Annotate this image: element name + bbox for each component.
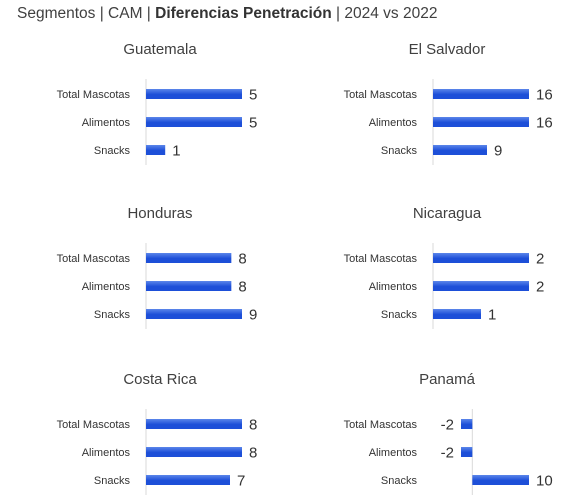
value-label: 5 <box>249 87 257 104</box>
value-label: 16 <box>536 115 553 132</box>
bar <box>433 89 529 99</box>
chart-panam-: Panamá Total Mascotas -2 Alimentos -2 Snacks 1… <box>344 371 553 495</box>
bar <box>433 117 529 127</box>
bar <box>472 475 529 485</box>
title-bold: Diferencias Penetración <box>155 5 332 22</box>
bar <box>461 419 473 429</box>
chart-title: Costa Rica <box>123 371 197 388</box>
chart-costa-rica: Costa Rica Total Mascotas 8 Alimentos 8 Snack… <box>57 371 257 495</box>
value-label: 2 <box>536 279 544 296</box>
bar <box>146 253 232 263</box>
value-label: 1 <box>172 143 180 160</box>
chart-el-salvador: El Salvador Total Mascotas 16 Alimentos 16 Sn… <box>344 41 553 165</box>
category-label: Total Mascotas <box>57 89 131 101</box>
category-label: Alimentos <box>369 447 418 459</box>
bar <box>146 475 230 485</box>
value-label: 8 <box>238 251 246 268</box>
value-label: -2 <box>441 417 454 434</box>
title-suffix: | 2024 vs 2022 <box>331 5 438 22</box>
bar <box>433 145 487 155</box>
value-label: 10 <box>536 473 553 490</box>
category-label: Total Mascotas <box>344 419 418 431</box>
value-label: 8 <box>249 417 257 434</box>
chart-title: Nicaragua <box>413 205 482 222</box>
bar <box>146 117 242 127</box>
value-label: 9 <box>494 143 502 160</box>
title-prefix: Segmentos | CAM | <box>17 5 156 22</box>
category-label: Snacks <box>94 475 131 487</box>
bar <box>146 309 242 319</box>
category-label: Alimentos <box>369 117 418 129</box>
category-label: Alimentos <box>82 117 131 129</box>
chart-nicaragua: Nicaragua Total Mascotas 2 Alimentos 2 Snacks… <box>344 205 544 329</box>
category-label: Snacks <box>381 475 418 487</box>
bar <box>146 145 166 155</box>
chart-title: Honduras <box>127 205 192 222</box>
chart-guatemala: Guatemala Total Mascotas 5 Alimentos 5 Snacks… <box>57 41 257 165</box>
bar <box>461 447 473 457</box>
value-label: 8 <box>249 445 257 462</box>
chart-title: Guatemala <box>123 41 197 58</box>
value-label: 9 <box>249 307 257 324</box>
chart-title: El Salvador <box>409 41 486 58</box>
bar <box>146 447 242 457</box>
value-label: 2 <box>536 251 544 268</box>
category-label: Total Mascotas <box>57 419 131 431</box>
category-label: Snacks <box>94 309 131 321</box>
bar <box>146 281 232 291</box>
category-label: Total Mascotas <box>344 253 418 265</box>
category-label: Snacks <box>94 145 131 157</box>
bar <box>433 253 529 263</box>
category-label: Alimentos <box>369 281 418 293</box>
value-label: 1 <box>488 307 496 324</box>
value-label: -2 <box>441 445 454 462</box>
category-label: Snacks <box>381 145 418 157</box>
value-label: 8 <box>238 279 246 296</box>
bar <box>433 281 529 291</box>
category-label: Total Mascotas <box>57 253 131 265</box>
bar <box>146 419 242 429</box>
chart-title: Panamá <box>419 371 476 388</box>
category-label: Snacks <box>381 309 418 321</box>
value-label: 16 <box>536 87 553 104</box>
value-label: 5 <box>249 115 257 132</box>
chart-honduras: Honduras Total Mascotas 8 Alimentos 8 Snacks 9 <box>57 205 257 329</box>
category-label: Alimentos <box>82 447 131 459</box>
bar <box>433 309 481 319</box>
bar <box>146 89 242 99</box>
value-label: 7 <box>237 473 245 490</box>
page-title: Segmentos | CAM | Diferencias Penetració… <box>17 5 437 23</box>
category-label: Alimentos <box>82 281 131 293</box>
category-label: Total Mascotas <box>344 89 418 101</box>
